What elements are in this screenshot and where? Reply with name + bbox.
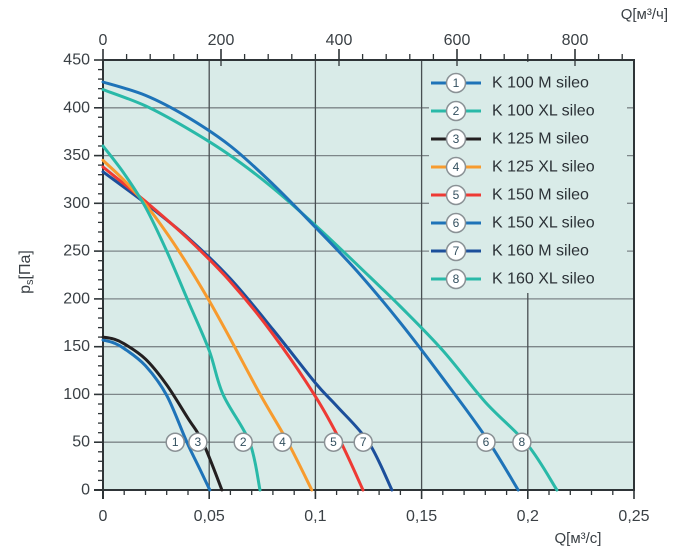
y-tick-label: 250 <box>63 243 90 260</box>
y-tick-label: 450 <box>63 52 90 69</box>
curve-8-k-160-xl-sileo <box>101 88 559 492</box>
legend-label: K 125 XL sileo <box>492 159 595 176</box>
marker-number: 8 <box>453 272 460 286</box>
legend: 1 K 100 M sileo 2 K 100 XL sileo 3 K 125 M si… <box>431 72 595 290</box>
legend-marker-3: 3 <box>445 128 467 150</box>
marker-number: 1 <box>172 435 179 449</box>
legend-marker-8: 8 <box>445 268 467 290</box>
legend-marker-6: 6 <box>445 212 467 234</box>
curve-markers: 1 2 3 4 5 6 7 8 <box>165 432 532 452</box>
y-tick-label: 150 <box>63 338 90 355</box>
marker-number: 5 <box>453 188 460 202</box>
numbered-circle <box>445 240 467 262</box>
marker-number: 7 <box>453 244 460 258</box>
curve-1-k-100-m-sileo <box>101 338 212 492</box>
marker-number: 6 <box>483 435 490 449</box>
numbered-circle <box>188 432 208 452</box>
legend-item-6: 6 K 150 XL sileo <box>431 212 595 234</box>
x-bottom-tick-label: 0,1 <box>304 508 326 525</box>
marker-number: 1 <box>453 76 460 90</box>
y-tick-label: 50 <box>72 434 90 451</box>
curves <box>101 80 559 492</box>
curve-marker-3: 3 <box>188 432 208 452</box>
marker-number: 5 <box>330 435 337 449</box>
legend-item-3: 3 K 125 M sileo <box>431 128 589 150</box>
numbered-circle <box>512 432 532 452</box>
axis-titles: Q[м³/ч] Q[м³/c] ps[Па] <box>17 6 668 547</box>
curve-marker-1: 1 <box>165 432 185 452</box>
x-bottom-tick-label: 0,15 <box>406 508 437 525</box>
legend-label: K 100 XL sileo <box>492 103 595 120</box>
y-tick-label: 350 <box>63 147 90 164</box>
x-top-tick-label: 800 <box>562 32 589 49</box>
curve-marker-6: 6 <box>476 432 496 452</box>
numbered-circle <box>233 432 253 452</box>
curve-marker-2: 2 <box>233 432 253 452</box>
legend-marker-4: 4 <box>445 156 467 178</box>
marker-number: 8 <box>519 435 526 449</box>
legend-marker-2: 2 <box>445 100 467 122</box>
numbered-circle <box>445 128 467 150</box>
y-tick-label: 300 <box>63 195 90 212</box>
x-bottom-tick-label: 0 <box>99 508 108 525</box>
legend-item-8: 8 K 160 XL sileo <box>431 268 595 290</box>
marker-number: 2 <box>453 104 460 118</box>
marker-number: 7 <box>360 435 367 449</box>
numbered-circle <box>445 156 467 178</box>
x-top-tick-label: 0 <box>99 32 108 49</box>
x-bottom-tick-label: 0,2 <box>517 508 539 525</box>
x-top-tick-label: 400 <box>326 32 353 49</box>
legend-item-5: 5 K 150 M sileo <box>431 184 589 206</box>
y-tick-label: 400 <box>63 99 90 116</box>
marker-number: 4 <box>279 435 286 449</box>
numbered-circle <box>445 184 467 206</box>
curve-marker-7: 7 <box>353 432 373 452</box>
legend-item-1: 1 K 100 M sileo <box>431 72 589 94</box>
x-bottom-axis-title: Q[м³/c] <box>555 530 602 547</box>
numbered-circle <box>445 268 467 290</box>
legend-label: K 100 M sileo <box>492 75 589 92</box>
legend-label: K 150 M sileo <box>492 187 589 204</box>
legend-marker-1: 1 <box>445 72 467 94</box>
x-top-axis-title: Q[м³/ч] <box>621 6 668 23</box>
numbered-circle <box>353 432 373 452</box>
marker-number: 2 <box>240 435 247 449</box>
curve-marker-4: 4 <box>272 432 293 452</box>
numbered-circle <box>445 100 467 122</box>
y-axis-title: ps[Па] <box>17 250 36 294</box>
legend-item-7: 7 K 160 M sileo <box>431 240 589 262</box>
legend-marker-5: 5 <box>445 184 467 206</box>
y-tick-label: 100 <box>63 386 90 403</box>
marker-number: 3 <box>195 435 202 449</box>
curve-6-k-150-xl-sileo <box>101 80 520 492</box>
curve-marker-5: 5 <box>323 432 344 452</box>
x-top-tick-label: 600 <box>444 32 471 49</box>
numbered-circle <box>165 432 185 452</box>
x-top-tick-label: 200 <box>208 32 235 49</box>
marker-number: 3 <box>453 132 460 146</box>
legend-item-4: 4 K 125 XL sileo <box>431 156 595 178</box>
legend-label: K 125 M sileo <box>492 131 589 148</box>
numbered-circle <box>445 72 467 94</box>
legend-label: K 150 XL sileo <box>492 215 595 232</box>
numbered-circle <box>272 432 293 452</box>
legend-marker-7: 7 <box>445 240 467 262</box>
x-bottom-tick-label: 0,25 <box>618 508 649 525</box>
marker-number: 6 <box>453 216 460 230</box>
marker-number: 4 <box>453 160 460 174</box>
y-tick-label: 0 <box>81 482 90 499</box>
y-tick-label: 200 <box>63 290 90 307</box>
x-bottom-tick-label: 0,05 <box>194 508 225 525</box>
curve-2-k-100-xl-sileo <box>101 144 262 492</box>
legend-item-2: 2 K 100 XL sileo <box>431 100 595 122</box>
numbered-circle <box>323 432 344 452</box>
legend-label: K 160 M sileo <box>492 243 589 260</box>
numbered-circle <box>445 212 467 234</box>
numbered-circle <box>476 432 496 452</box>
legend-label: K 160 XL sileo <box>492 271 595 288</box>
curve-marker-8: 8 <box>512 432 532 452</box>
